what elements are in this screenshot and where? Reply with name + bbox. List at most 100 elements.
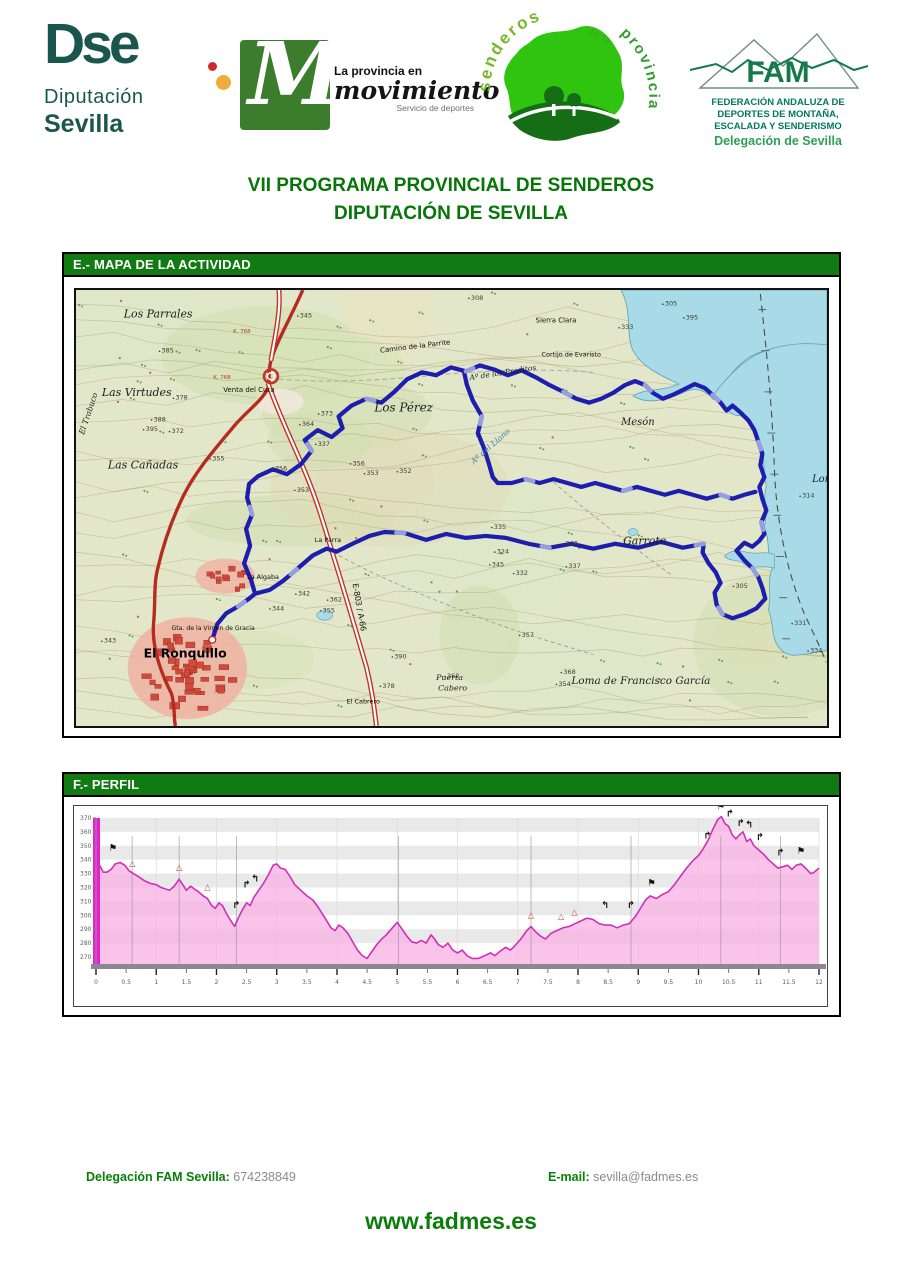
svg-text:K. 768: K. 768 <box>213 375 231 381</box>
map-label: Sierra Clara <box>536 316 577 324</box>
svg-text:385: 385 <box>162 347 174 355</box>
map-label: La Parra <box>315 536 341 544</box>
map-trails <box>270 369 674 655</box>
svg-text:356: 356 <box>275 464 287 472</box>
map-label: Los Pérez <box>373 401 433 415</box>
dse-logo-line2: Sevilla <box>44 110 124 138</box>
map-spot-heights: 3453083953333053853783883723953553563533… <box>101 294 822 690</box>
svg-text:4: 4 <box>335 979 339 986</box>
svg-text:390: 390 <box>394 652 406 660</box>
svg-text:2: 2 <box>215 979 219 986</box>
svg-text:310: 310 <box>80 898 92 905</box>
svg-text:334: 334 <box>810 647 822 655</box>
page-title: VII PROGRAMA PROVINCIAL DE SENDEROS DIPU… <box>0 172 902 228</box>
warning-triangle-icon: △ <box>129 859 136 868</box>
turn-right-icon: ↱ <box>776 847 784 858</box>
senderos-provincia-text: provincia <box>617 24 660 111</box>
senderos-tree-icon <box>544 86 564 106</box>
svg-text:353: 353 <box>297 486 309 494</box>
svg-text:290: 290 <box>80 926 92 933</box>
svg-text:330: 330 <box>80 871 92 878</box>
svg-text:368: 368 <box>563 668 575 676</box>
movimiento-line1: La provincia en <box>334 64 423 78</box>
svg-text:305: 305 <box>665 300 677 308</box>
flag-icon: ⚑ <box>717 805 726 812</box>
svg-text:353: 353 <box>366 469 378 477</box>
svg-text:333: 333 <box>621 323 633 331</box>
svg-text:345: 345 <box>300 311 312 319</box>
svg-text:314: 314 <box>802 492 814 500</box>
turn-right-icon: ↱ <box>243 879 251 890</box>
svg-text:342: 342 <box>298 590 310 598</box>
movimiento-line2: movimiento <box>334 76 500 105</box>
chart-drop-lines <box>131 836 781 964</box>
flag-icon: ⚑ <box>647 878 656 889</box>
map-label: Puerta <box>435 673 463 682</box>
map-label: El Cabrero <box>347 698 381 706</box>
svg-text:7: 7 <box>516 979 520 986</box>
svg-text:9.5: 9.5 <box>664 979 674 986</box>
svg-text:357: 357 <box>522 631 534 639</box>
turn-right-icon: ↱ <box>737 818 745 829</box>
svg-text:345: 345 <box>492 560 504 568</box>
map-roads <box>151 290 379 726</box>
turn-right-icon: ↱ <box>704 831 712 842</box>
svg-text:364: 364 <box>302 420 314 428</box>
svg-text:305: 305 <box>735 582 747 590</box>
svg-text:373: 373 <box>321 409 333 417</box>
svg-text:8.5: 8.5 <box>603 979 613 986</box>
map-reservoir-water <box>316 290 827 663</box>
map-label: Cortijo de Evaristo <box>542 351 602 359</box>
website-link[interactable]: www.fadmes.es <box>365 1208 537 1234</box>
logo-diputacion-sevilla: Dse Diputación Sevilla <box>44 16 184 139</box>
map-label: Loma <box>811 474 829 485</box>
warning-triangle-icon: △ <box>571 908 578 917</box>
svg-text:0.5: 0.5 <box>121 979 131 986</box>
map-label: Las Virtudes <box>101 386 172 399</box>
svg-text:362: 362 <box>330 596 342 604</box>
svg-text:352: 352 <box>399 467 411 475</box>
warning-triangle-icon: △ <box>558 912 565 921</box>
svg-text:356: 356 <box>353 459 365 467</box>
svg-text:4.5: 4.5 <box>362 979 372 986</box>
svg-text:388: 388 <box>154 415 166 423</box>
turn-left-icon: ↰ <box>745 820 753 831</box>
turn-right-icon: ↱ <box>726 808 734 819</box>
fam-line1: FEDERACIÓN ANDALUZA DE <box>711 97 845 108</box>
footer-phone-value: 674238849 <box>233 1170 296 1184</box>
map-label: Cabero <box>438 684 467 693</box>
section-profile-header: F.- PERFIL <box>64 774 839 797</box>
svg-text:308: 308 <box>471 294 483 302</box>
svg-text:348: 348 <box>565 540 577 548</box>
senderos-tree-icon <box>567 93 581 107</box>
logo-fam: FAM FEDERACIÓN ANDALUZA DE DEPORTES DE M… <box>682 26 874 147</box>
svg-text:370: 370 <box>80 815 92 822</box>
svg-text:12: 12 <box>815 979 823 986</box>
map-label: Los Parrales <box>123 308 193 321</box>
flag-icon: ⚑ <box>797 846 806 857</box>
chart-markers: △ △△△ △ △⚑↱↱↰↰ ↱⚑↱⚑↱↱ ↰↱↱ ⚑ <box>109 805 806 921</box>
map-route-track <box>208 363 769 644</box>
dse-logo-line1: Diputación <box>44 86 144 108</box>
svg-text:324: 324 <box>497 548 509 556</box>
footer-email-value[interactable]: sevilla@fadmes.es <box>593 1170 699 1184</box>
svg-text:5: 5 <box>395 979 399 986</box>
svg-text:1.5: 1.5 <box>182 979 192 986</box>
route-start-marker <box>208 635 217 644</box>
map-label: Garrote <box>623 535 666 548</box>
svg-text:372: 372 <box>171 427 183 435</box>
map-label: Las Cañadas <box>107 458 179 471</box>
fam-line3: ESCALADA Y SENDERISMO <box>714 121 842 132</box>
svg-text:355: 355 <box>323 606 335 614</box>
svg-text:9: 9 <box>636 979 640 986</box>
turn-left-icon: ↰ <box>251 874 259 885</box>
section-profile-box: F.- PERFIL △ △ △ △ △ △ ⚑ ↱ ↱ ↰ ↰ ↱ ⚑ ↱ ⚑ ↱ ↱ ↰ ↱ ↱ ⚑ 270 280 29… <box>62 772 841 1017</box>
dse-logo-glyph: Dse <box>44 12 141 76</box>
svg-text:337: 337 <box>318 440 330 448</box>
svg-text:344: 344 <box>272 604 284 612</box>
fam-acronym: FAM <box>746 56 809 89</box>
svg-text:350: 350 <box>80 843 92 850</box>
movimiento-line3: Servicio de deportes <box>396 103 475 113</box>
svg-text:340: 340 <box>80 857 92 864</box>
